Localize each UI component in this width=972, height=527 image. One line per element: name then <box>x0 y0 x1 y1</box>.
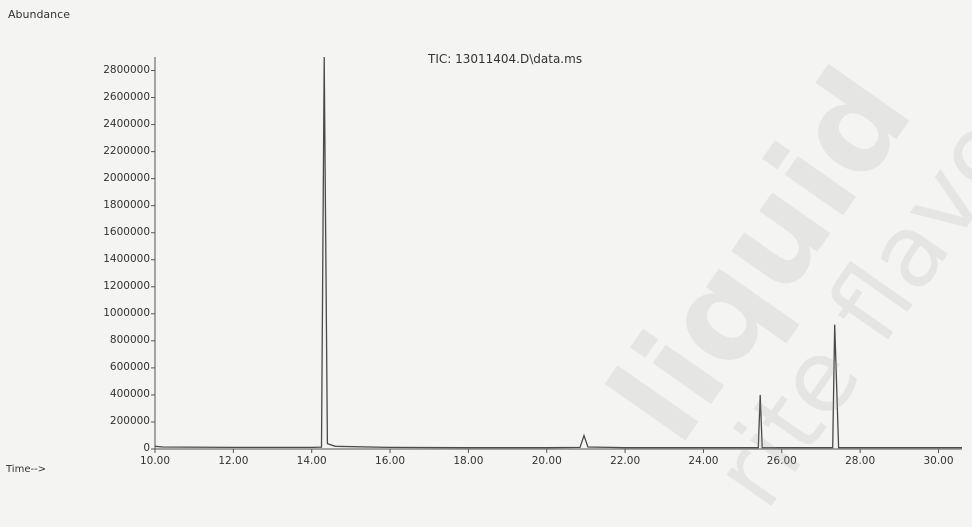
x-tick-label: 24.00 <box>688 455 719 467</box>
x-tick-label: 20.00 <box>531 455 562 467</box>
y-tick-label: 1000000 <box>103 306 150 319</box>
y-tick-label: 2000000 <box>103 171 150 184</box>
x-tick-label: 30.00 <box>923 455 954 467</box>
y-tick-label: 200000 <box>109 414 150 427</box>
y-axis-label: Abundance <box>8 8 70 21</box>
x-axis-label: Time--> <box>6 464 47 475</box>
y-tick-label: 2800000 <box>103 63 150 76</box>
x-tick-label: 28.00 <box>845 455 876 467</box>
x-tick-label: 12.00 <box>218 455 249 467</box>
y-tick-label: 0 <box>143 442 150 454</box>
x-tick-label: 10.00 <box>139 455 171 467</box>
x-tick-label: 26.00 <box>766 455 797 467</box>
y-tick-label: 600000 <box>109 360 150 373</box>
y-tick-label: 2600000 <box>103 90 150 103</box>
y-tick-label: 2200000 <box>103 144 150 157</box>
y-tick-label: 1800000 <box>103 198 150 211</box>
y-tick-label: 800000 <box>109 333 150 346</box>
x-tick-label: 18.00 <box>453 455 484 467</box>
tic-trace-line <box>154 56 962 449</box>
axes <box>154 57 962 450</box>
x-tick-label: 22.00 <box>610 455 641 467</box>
x-tick-label: 16.00 <box>375 455 406 467</box>
y-tick-label: 1200000 <box>103 279 150 292</box>
y-tick-label: 2400000 <box>103 117 150 130</box>
y-tick-label: 400000 <box>109 387 150 400</box>
chart: Abundance TIC: 13011404.D\data.ms Time--… <box>6 8 972 527</box>
y-tick-label: 1600000 <box>103 225 150 238</box>
x-tick-label: 14.00 <box>296 455 327 467</box>
chart-title: TIC: 13011404.D\data.ms <box>428 52 583 66</box>
y-tick-label: 1400000 <box>103 252 150 265</box>
plot-area <box>151 56 962 453</box>
